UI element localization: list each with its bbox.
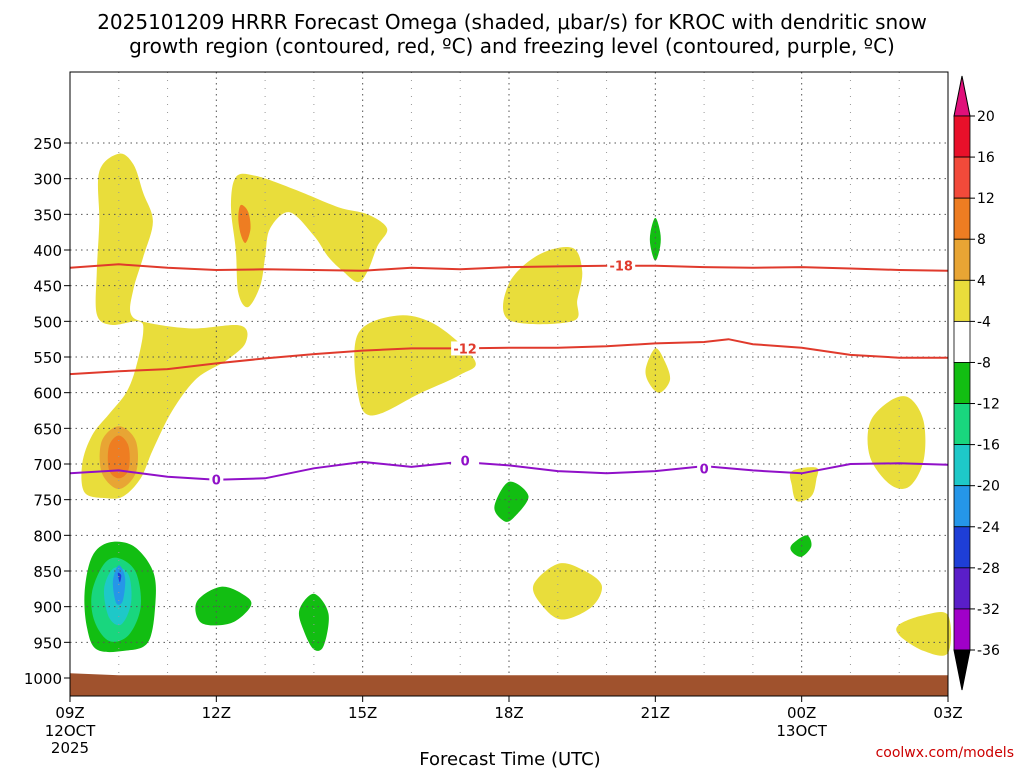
- omega-region-9: [896, 612, 952, 656]
- credit-link[interactable]: coolwx.com/models: [876, 745, 1014, 761]
- x-tick-label-21Z: 21Z: [641, 704, 670, 722]
- contour-label-bg--18: [607, 258, 636, 273]
- contour-label--18: -18: [609, 260, 633, 275]
- colorbar-band-9: [953, 485, 971, 528]
- x-tick-label-18Z: 18Z: [494, 704, 523, 722]
- colorbar-band-4: [953, 279, 971, 322]
- colorbar-label-11: -28: [977, 561, 1000, 577]
- x-tick-label-00Z: 00Z: [787, 704, 816, 722]
- chart-title-line1: 2025101209 HRRR Forecast Omega (shaded, …: [97, 10, 927, 34]
- y-tick-label-650: 650: [33, 420, 62, 438]
- contour-label-bg-0: [451, 453, 480, 468]
- colorbar-band-5: [953, 320, 971, 363]
- omega-region-19: [117, 572, 122, 583]
- x-tick-year-09Z: 2025: [51, 739, 89, 757]
- colorbar-band-12: [953, 608, 971, 651]
- contour--12: [69, 338, 948, 376]
- contour-extra-label-0: 0: [212, 474, 221, 489]
- contour-label-bg--12: [451, 341, 480, 356]
- y-tick-label-600: 600: [33, 385, 62, 403]
- contour--18: [69, 263, 949, 272]
- omega-region-11: [494, 481, 529, 522]
- x-tick-label-12Z: 12Z: [202, 704, 231, 722]
- y-tick-label-350: 350: [33, 206, 62, 224]
- omega-shaded-regions: [81, 153, 952, 656]
- x-tick-date-00Z: 13OCT: [776, 722, 827, 740]
- omega-region-7: [789, 467, 819, 502]
- terrain-fill: [70, 673, 948, 696]
- y-tick-label-450: 450: [33, 278, 62, 296]
- y-tick-label-900: 900: [33, 599, 62, 617]
- omega-region-13: [195, 586, 252, 626]
- terrain-layer: [70, 673, 948, 696]
- omega-region-0: [81, 153, 248, 499]
- omega-region-3: [354, 315, 476, 416]
- grid-lines: [70, 72, 948, 696]
- omega-region-14: [298, 593, 329, 651]
- chart-title-line2: growth region (contoured, red, ºC) and f…: [129, 34, 895, 58]
- colorbar-label-8: -16: [977, 438, 1000, 454]
- y-tick-label-550: 550: [33, 349, 62, 367]
- x-tick-label-15Z: 15Z: [348, 704, 377, 722]
- y-tick-label-750: 750: [33, 492, 62, 510]
- y-tick-label-500: 500: [33, 313, 62, 331]
- colorbar-band-1: [953, 156, 971, 199]
- colorbar-band-2: [953, 197, 971, 240]
- colorbar-label-5: -4: [977, 314, 991, 330]
- colorbar-label-10: -24: [977, 520, 1000, 536]
- omega-region-18: [112, 565, 126, 605]
- colorbar-band-7: [953, 403, 971, 446]
- colorbar-band-11: [953, 567, 971, 610]
- x-tick-label-09Z: 09Z: [55, 704, 84, 722]
- colorbar-band-0: [953, 115, 971, 158]
- colorbar-label-2: 12: [977, 191, 995, 207]
- y-tick-label-950: 950: [33, 634, 62, 652]
- colorbar-label-1: 16: [977, 150, 995, 166]
- colorbar: 20 16 12 8 4 -4 -8 -12 -16 -20 -24 -28 -32 -36: [953, 75, 1000, 691]
- colorbar-top-arrow: [953, 75, 971, 117]
- colorbar-bottom-arrow: [953, 649, 971, 691]
- contour-extra-label-1: 0: [700, 462, 709, 477]
- contour-extra-label-bg-1: [697, 461, 712, 476]
- x-axis-label: Forecast Time (UTC): [419, 749, 600, 768]
- y-tick-label-850: 850: [33, 563, 62, 581]
- y-tick-label-800: 800: [33, 527, 62, 545]
- omega-region-5: [645, 348, 671, 393]
- y-tick-label-1000: 1000: [24, 670, 62, 688]
- colorbar-label-3: 8: [977, 232, 986, 248]
- omega-region-12: [790, 535, 812, 557]
- contour-label-0: 0: [461, 454, 470, 469]
- colorbar-label-13: -36: [977, 643, 1000, 659]
- colorbar-band-8: [953, 444, 971, 487]
- y-tick-label-700: 700: [33, 456, 62, 474]
- contour-extra-label-bg-0: [209, 472, 224, 487]
- colorbar-label-4: 4: [977, 273, 986, 289]
- x-tick-label-03Z: 03Z: [933, 704, 962, 722]
- colorbar-band-6: [953, 362, 971, 404]
- omega-region-8: [867, 396, 926, 489]
- y-axis: 250 300 350 400 450 500 550 600 650 700 750 800 850 9…: [24, 135, 70, 688]
- y-tick-label-400: 400: [33, 242, 62, 260]
- colorbar-label-6: -8: [977, 355, 991, 371]
- colorbar-band-10: [953, 526, 971, 569]
- y-tick-label-250: 250: [33, 135, 62, 153]
- colorbar-label-7: -12: [977, 397, 1000, 413]
- colorbar-band-3: [953, 238, 971, 281]
- omega-region-6: [649, 217, 661, 261]
- contour-label--12: -12: [453, 342, 477, 357]
- colorbar-label-12: -32: [977, 602, 1000, 618]
- contour-lines: -18 -12 0 0 0: [69, 258, 949, 489]
- x-tick-date-09Z: 12OCT: [45, 722, 96, 740]
- colorbar-label-0: 20: [977, 109, 995, 125]
- omega-region-1: [231, 173, 388, 308]
- omega-region-10: [532, 563, 603, 620]
- colorbar-label-9: -20: [977, 479, 1000, 495]
- omega-region-4: [503, 246, 583, 325]
- y-tick-label-300: 300: [33, 171, 62, 189]
